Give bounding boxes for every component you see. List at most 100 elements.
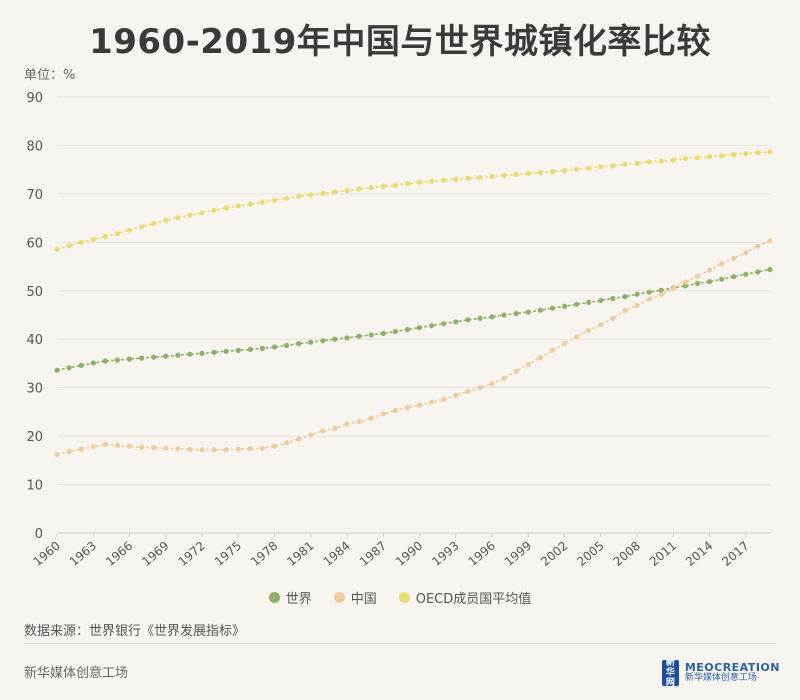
- data-point-china-1987: [380, 411, 386, 417]
- data-point-world-1992: [441, 321, 447, 327]
- data-point-china-2006: [610, 315, 616, 321]
- data-point-world-2007: [622, 294, 628, 300]
- series-china: [54, 238, 773, 458]
- data-point-world-1984: [344, 335, 350, 341]
- data-point-world-1972: [199, 350, 205, 356]
- data-point-world-2014: [707, 279, 713, 285]
- data-point-china-1998: [513, 368, 519, 374]
- data-point-oecd-1983: [332, 189, 338, 195]
- data-point-oecd-1989: [404, 181, 411, 187]
- data-point-world-1993: [453, 319, 459, 325]
- data-point-oecd-2004: [586, 165, 592, 171]
- data-point-world-1962: [78, 362, 84, 368]
- data-point-oecd-2001: [549, 169, 556, 175]
- data-point-oecd-2008: [634, 160, 640, 166]
- x-tick-label-2008: 2008: [611, 539, 643, 569]
- data-point-china-1976: [247, 446, 253, 452]
- legend-item-oecd[interactable]: OECD成员国平均值: [398, 588, 531, 607]
- data-point-world-1970: [175, 352, 181, 358]
- data-point-world-1961: [66, 365, 72, 371]
- data-point-oecd-1972: [199, 210, 205, 216]
- data-point-china-1971: [187, 446, 193, 452]
- data-point-china-1972: [199, 447, 205, 453]
- data-point-china-1975: [235, 446, 241, 452]
- data-point-oecd-1964: [102, 233, 108, 240]
- y-tick-label-70: 70: [26, 188, 43, 203]
- data-point-china-2019: [767, 238, 773, 244]
- data-source: 数据来源：世界银行《世界发展指标》: [24, 624, 246, 639]
- data-point-china-1962: [78, 446, 84, 452]
- x-tick-label-1960: 1960: [31, 539, 63, 569]
- data-point-oecd-1999: [525, 170, 531, 177]
- data-point-china-1986: [368, 415, 374, 421]
- data-point-china-2003: [574, 334, 580, 340]
- data-point-oecd-1990: [416, 179, 423, 185]
- footer-logos: 新华网 MEOCREATION 新华媒体创意工场: [662, 658, 780, 688]
- data-point-world-1999: [525, 309, 531, 315]
- data-point-china-1997: [501, 375, 507, 382]
- data-point-china-2010: [658, 292, 664, 298]
- data-point-china-1979: [284, 440, 290, 446]
- legend-label-china: 中国: [350, 592, 377, 607]
- data-point-china-2017: [743, 249, 749, 256]
- data-point-oecd-1973: [211, 207, 217, 213]
- data-point-china-2007: [622, 308, 628, 314]
- data-point-oecd-1970: [175, 215, 181, 221]
- data-point-oecd-1984: [344, 187, 350, 194]
- data-point-china-1970: [175, 446, 181, 452]
- data-point-china-2016: [731, 255, 737, 261]
- y-tick-label-10: 10: [26, 479, 43, 494]
- data-point-world-1963: [90, 360, 96, 366]
- x-tick-label-1984: 1984: [321, 539, 353, 569]
- data-point-oecd-2013: [694, 155, 701, 161]
- data-point-world-2018: [755, 269, 761, 275]
- data-point-china-1982: [320, 428, 326, 434]
- data-point-oecd-2016: [731, 152, 737, 158]
- data-point-oecd-2006: [610, 163, 616, 169]
- data-point-oecd-1969: [163, 217, 169, 224]
- y-tick-label-20: 20: [26, 430, 43, 445]
- data-point-world-1985: [356, 333, 362, 339]
- x-tick-label-1966: 1966: [103, 539, 135, 569]
- data-point-world-2009: [646, 289, 652, 295]
- data-point-china-1995: [477, 385, 483, 391]
- legend-item-world[interactable]: 世界: [268, 588, 312, 607]
- series-layer: [54, 149, 773, 458]
- data-point-china-1980: [296, 436, 302, 442]
- data-point-china-2000: [537, 355, 544, 361]
- data-point-oecd-2010: [658, 158, 664, 164]
- data-point-oecd-1968: [151, 220, 157, 226]
- data-point-oecd-1965: [114, 231, 120, 237]
- data-point-china-1973: [211, 447, 217, 453]
- legend-item-china[interactable]: 中国: [333, 588, 377, 607]
- data-point-world-1980: [296, 341, 302, 347]
- data-point-world-1998: [513, 310, 519, 317]
- data-point-world-2013: [694, 280, 701, 287]
- data-point-world-2019: [767, 266, 773, 273]
- data-point-oecd-1987: [380, 183, 386, 189]
- x-tick-label-1987: 1987: [357, 539, 389, 569]
- data-point-world-1995: [477, 315, 483, 321]
- data-point-oecd-1985: [356, 186, 362, 192]
- data-point-oecd-2014: [707, 154, 713, 160]
- data-point-world-1975: [235, 347, 241, 353]
- data-point-oecd-1981: [308, 192, 314, 198]
- meo-logo-text: MEOCREATION: [684, 661, 780, 674]
- data-point-oecd-1992: [441, 177, 447, 183]
- data-point-china-1990: [416, 402, 423, 408]
- data-point-world-2000: [537, 307, 544, 313]
- data-point-china-1967: [139, 444, 145, 450]
- data-point-world-2006: [610, 295, 616, 302]
- data-point-oecd-2000: [537, 170, 544, 176]
- x-tick-label-1972: 1972: [176, 539, 208, 569]
- data-point-oecd-1997: [501, 172, 507, 179]
- x-tick-label-1996: 1996: [466, 539, 498, 569]
- data-point-oecd-2002: [562, 168, 568, 174]
- data-point-oecd-1975: [235, 203, 241, 209]
- data-point-world-1996: [489, 314, 495, 320]
- x-tick-label-1969: 1969: [139, 539, 171, 569]
- data-point-china-2011: [670, 285, 676, 291]
- data-point-oecd-1998: [513, 171, 519, 178]
